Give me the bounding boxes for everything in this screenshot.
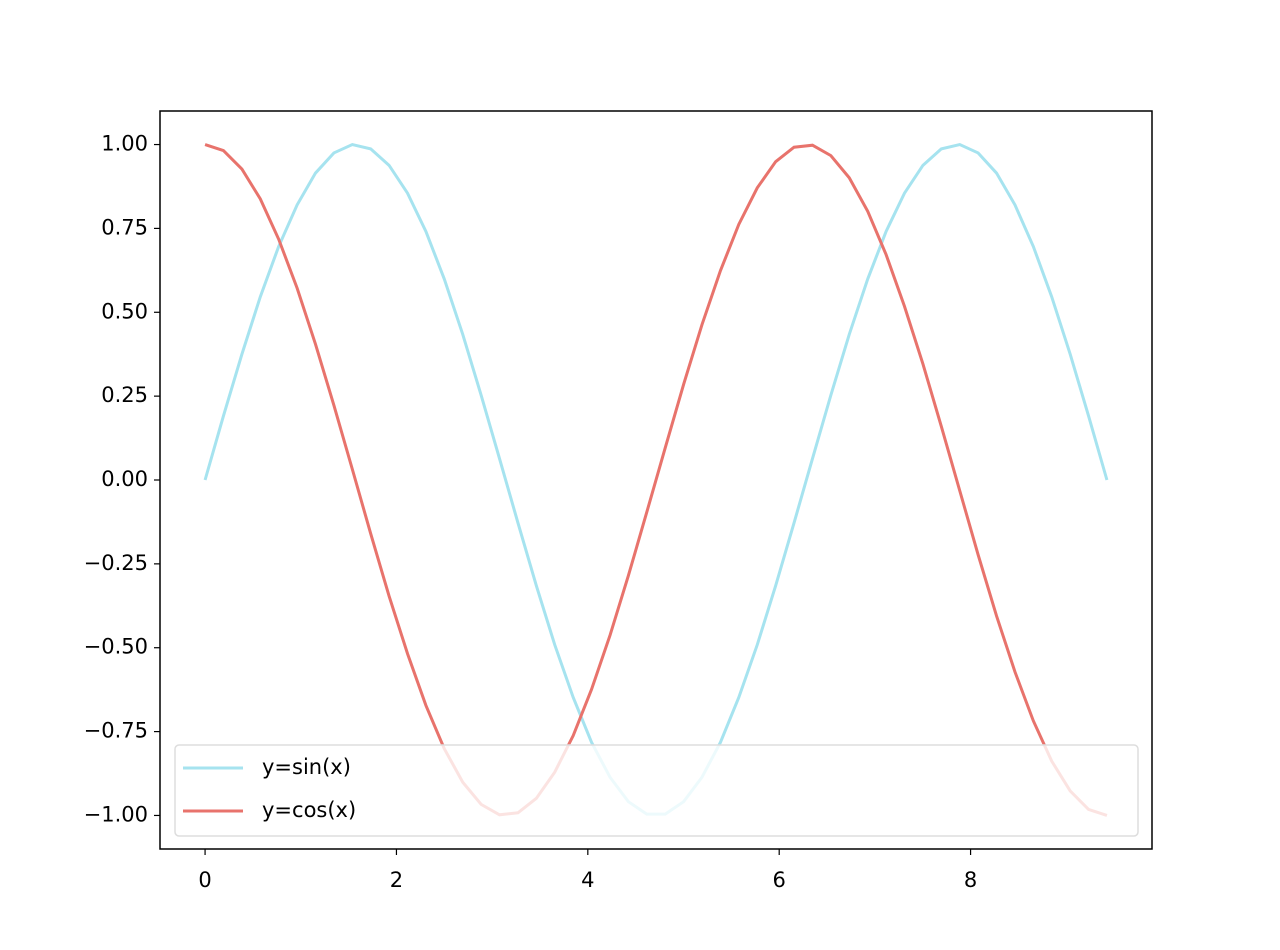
x-tick-label: 6: [773, 868, 786, 892]
x-tick-label: 8: [964, 868, 977, 892]
y-tick-label: 1.00: [101, 132, 148, 156]
series-line: [204, 143, 1108, 817]
y-tick-label: −0.75: [84, 719, 148, 743]
legend-box: [174, 744, 1139, 837]
x-tick-label: 4: [581, 868, 594, 892]
plot-frame: [159, 110, 1153, 850]
y-tick-label: 0.25: [101, 383, 148, 407]
y-tick-label: −0.25: [84, 551, 148, 575]
x-tick-label: 2: [390, 868, 403, 892]
y-tick-label: −0.50: [84, 635, 148, 659]
legend-label: y=cos(x): [262, 798, 356, 822]
x-tick-label: 0: [198, 868, 211, 892]
y-tick-label: −1.00: [84, 802, 148, 826]
legend-label: y=sin(x): [262, 755, 351, 779]
y-tick-label: 0.00: [101, 467, 148, 491]
y-tick-label: 0.75: [101, 215, 148, 239]
y-tick-label: 0.50: [101, 299, 148, 323]
